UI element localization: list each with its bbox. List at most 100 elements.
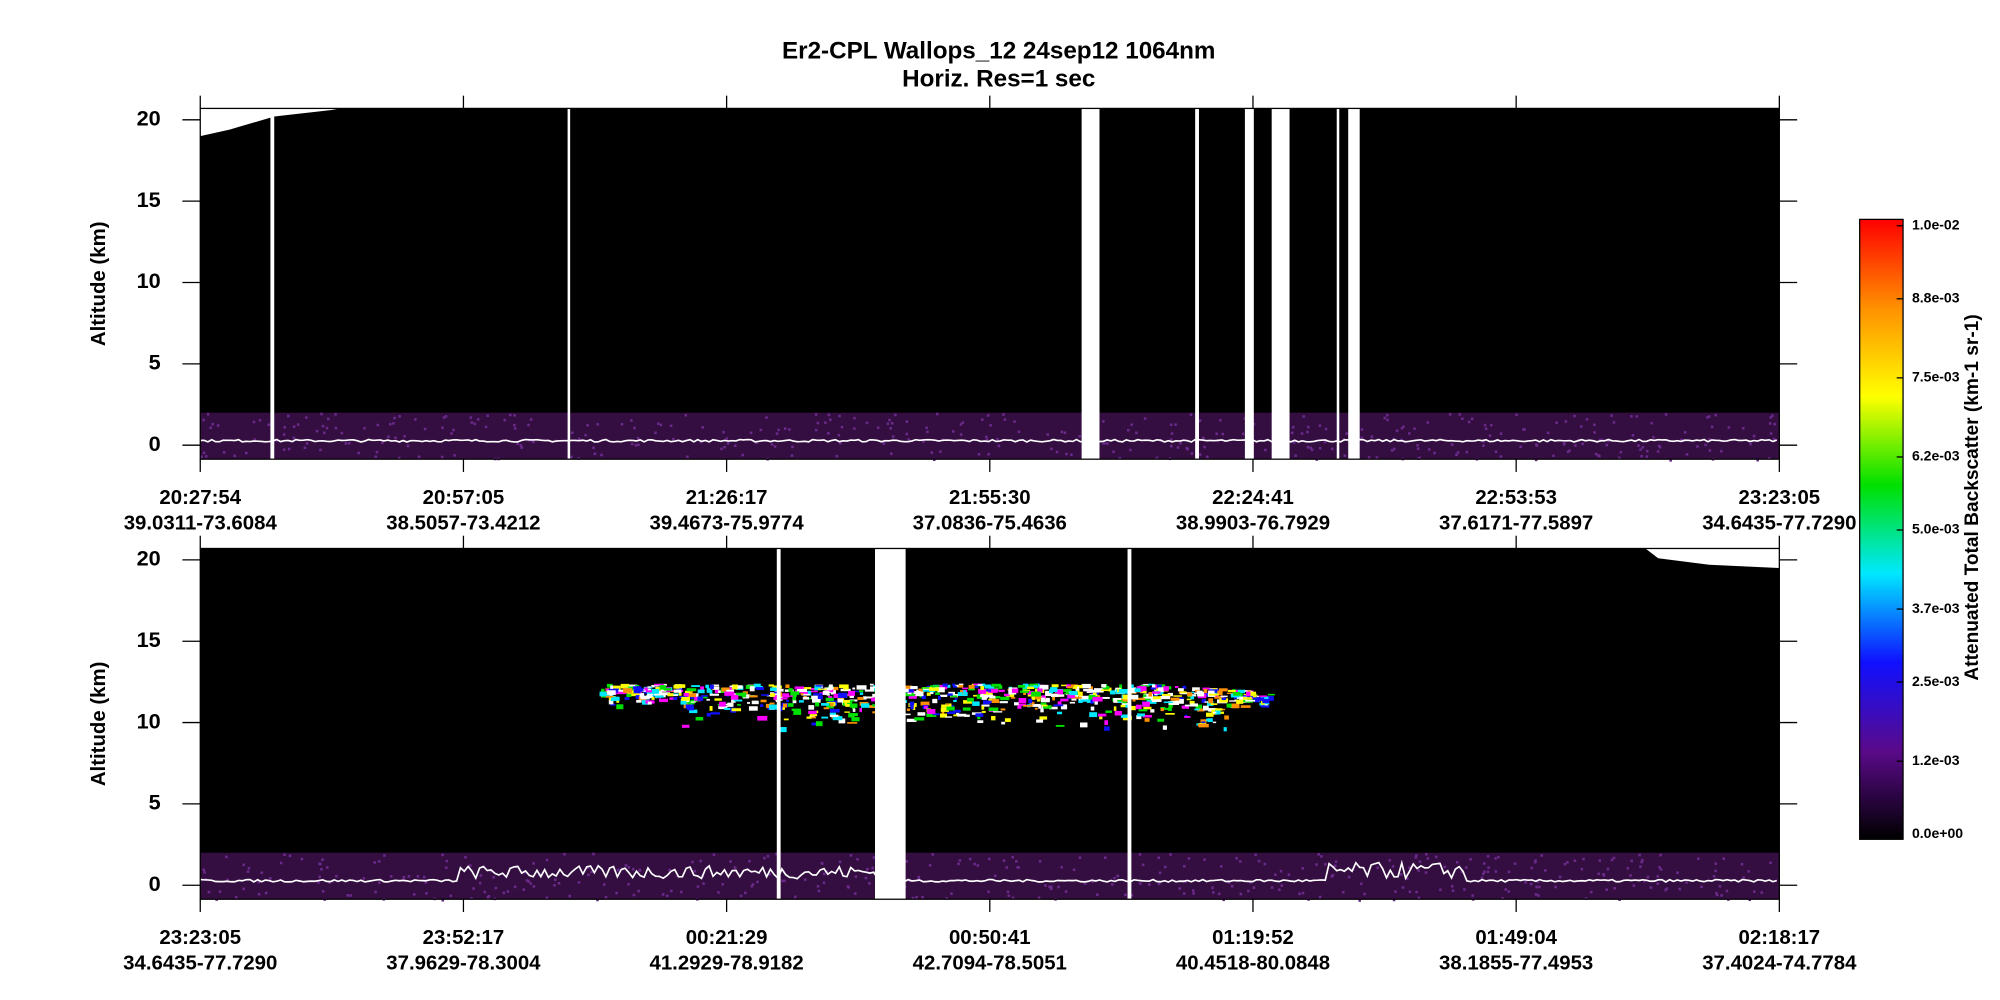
speckle: [1484, 427, 1488, 430]
cloud: [963, 690, 966, 695]
cloud: [844, 701, 848, 706]
speckle: [1270, 886, 1274, 889]
surface-line: [200, 859, 1777, 883]
speckle: [741, 453, 745, 457]
speckle: [1113, 876, 1116, 880]
cloud: [1113, 706, 1117, 711]
speckle: [328, 881, 331, 884]
cloud: [1057, 701, 1062, 707]
speckle: [702, 882, 705, 885]
speckle: [1017, 430, 1021, 434]
speckle: [1669, 459, 1672, 462]
cloud: [627, 684, 637, 687]
cloud: [1142, 694, 1147, 697]
cloud: [667, 693, 674, 697]
speckle: [1406, 877, 1409, 880]
cloud: [984, 685, 995, 689]
speckle: [522, 888, 526, 891]
speckle: [1470, 417, 1474, 421]
speckle: [1078, 856, 1082, 860]
speckle: [1102, 420, 1105, 423]
speckle: [1341, 890, 1345, 894]
speckle: [1646, 875, 1650, 879]
cloud: [1148, 692, 1153, 697]
cloud: [947, 693, 953, 696]
speckle: [1070, 453, 1073, 457]
speckle: [1712, 875, 1716, 878]
cloud: [829, 712, 837, 716]
speckle: [1241, 432, 1245, 436]
speckle: [296, 423, 300, 426]
speckle: [1280, 884, 1284, 887]
speckle: [1573, 414, 1576, 418]
speckle: [1219, 865, 1223, 868]
cloud: [784, 695, 793, 697]
cloud: [910, 704, 914, 710]
curtain-background: [200, 108, 1780, 460]
cloud: [788, 688, 793, 692]
cloud: [719, 701, 726, 707]
speckle: [1458, 413, 1461, 416]
x-tick-label: 22:24:41: [1212, 487, 1294, 509]
x-tick-label: 00:50:41: [949, 927, 1031, 949]
cloud: [670, 689, 675, 692]
cloud: [920, 701, 930, 706]
cloud: [1011, 688, 1019, 693]
speckle: [211, 422, 215, 426]
speckle: [1359, 882, 1363, 886]
speckle: [1386, 418, 1389, 422]
cloud: [952, 709, 961, 713]
speckle: [733, 444, 737, 447]
speckle: [520, 446, 523, 449]
curtain-background: [200, 548, 1780, 900]
speckle: [854, 875, 858, 878]
cloud: [782, 703, 788, 708]
cloud: [646, 695, 653, 699]
speckle: [1402, 425, 1405, 429]
speckle: [1451, 884, 1454, 888]
speckle: [803, 878, 807, 881]
cloud: [1160, 695, 1171, 700]
speckle: [1483, 870, 1486, 874]
cloud: [686, 688, 697, 692]
cloud: [610, 685, 621, 690]
speckle: [1656, 450, 1660, 453]
cloud: [1194, 708, 1200, 711]
speckle: [1637, 444, 1640, 447]
cloud: [991, 683, 1001, 687]
cloud: [1236, 699, 1244, 704]
cloud: [709, 693, 719, 696]
speckle: [584, 433, 587, 437]
cloud: [837, 698, 844, 703]
speckle: [553, 878, 557, 881]
speckle: [1597, 872, 1600, 876]
cloud: [646, 690, 652, 693]
cloud: [651, 688, 660, 694]
cloud: [845, 703, 850, 707]
speckle: [1003, 418, 1007, 421]
cloud: [700, 686, 705, 690]
speckle: [596, 423, 600, 426]
speckle: [257, 880, 261, 884]
speckle: [1598, 438, 1602, 442]
speckle: [1064, 890, 1068, 893]
cloud: [1010, 697, 1016, 699]
speckle: [958, 859, 962, 862]
speckle: [1400, 426, 1404, 430]
speckle: [768, 872, 771, 876]
cloud: [1165, 713, 1175, 715]
speckle: [1635, 415, 1639, 418]
cloud: [1212, 688, 1217, 691]
cloud: [973, 683, 982, 686]
x-tick-sublabel: 39.4673-75.9774: [650, 513, 805, 535]
cloud: [685, 704, 694, 709]
speckle: [939, 450, 942, 453]
speckle: [398, 415, 401, 418]
cloud: [730, 694, 739, 700]
cloud: [962, 687, 969, 689]
cloud: [856, 685, 867, 690]
data-gap: [1271, 108, 1290, 460]
speckle: [1415, 890, 1418, 894]
cloud: [760, 704, 764, 707]
speckle: [853, 427, 856, 430]
